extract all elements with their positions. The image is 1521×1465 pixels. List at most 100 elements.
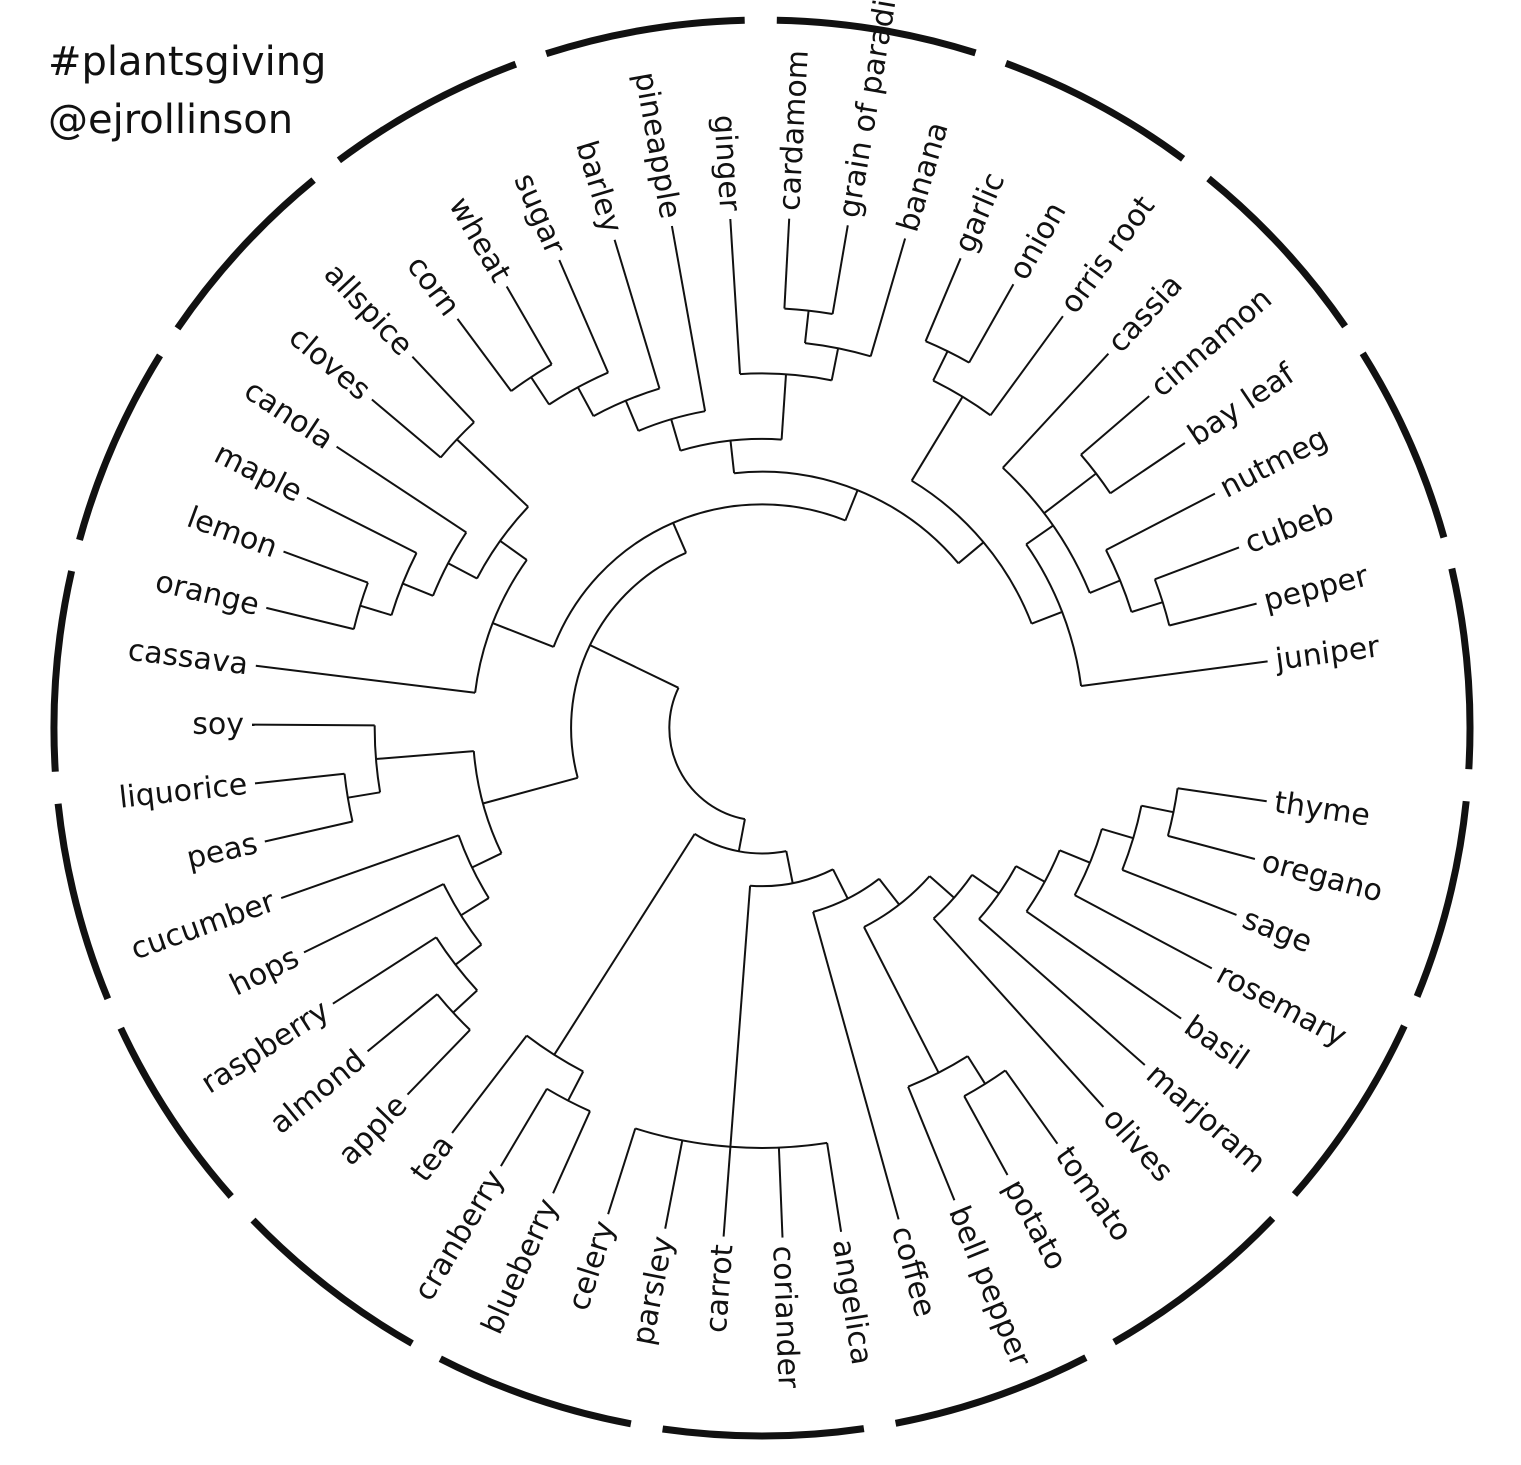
node-arc: [1153, 578, 1171, 626]
branch-segment-57: [471, 852, 502, 869]
branch-segment-76: [722, 1146, 732, 1237]
tip-label-cassava: cassava: [126, 633, 250, 682]
node-arc: [925, 340, 970, 364]
tip-label-maple: maple: [209, 436, 308, 509]
node-arc: [932, 379, 992, 417]
branch-segment-96: [1121, 868, 1237, 916]
node-arc: [352, 582, 369, 630]
node-arc: [978, 865, 1017, 920]
branch-segment-70: [500, 1088, 548, 1167]
branch-segment-36: [505, 285, 553, 365]
ring-dash: [250, 1217, 414, 1347]
branch-segment-69: [567, 1071, 585, 1102]
branch-segment-56: [264, 820, 353, 843]
branch-segment-9: [1169, 602, 1257, 627]
branch-segment-53: [251, 723, 375, 727]
branch-segment-25: [804, 310, 810, 344]
branch-segment-21: [729, 440, 736, 474]
branch-segment-46: [306, 496, 417, 554]
tip-label-soy: soy: [192, 707, 244, 742]
branch-segment-73: [729, 885, 752, 1147]
dashed-outer-ring: [50, 16, 1474, 1440]
branch-segment-17: [989, 315, 1064, 416]
branch-segment-40: [456, 438, 529, 508]
branch-segment-14: [1080, 395, 1150, 456]
branch-segment-89: [971, 873, 1000, 895]
branch-segment-80: [812, 911, 900, 1220]
branch-segment-91: [1015, 865, 1046, 883]
node-arc: [911, 479, 1033, 625]
tip-label-sage: sage: [1238, 902, 1317, 961]
tip-label-cloves: cloves: [282, 320, 377, 408]
branch-segment-83: [907, 1086, 956, 1201]
root-arc: [668, 687, 746, 821]
branch-segment-31: [624, 400, 640, 432]
ring-dash: [1413, 800, 1470, 998]
node-arc: [373, 725, 382, 793]
branch-segment-52: [375, 750, 474, 760]
node-arc: [472, 751, 503, 854]
branch-segment-6: [1025, 524, 1054, 546]
node-arc: [694, 833, 787, 855]
tip-label-thyme: thyme: [1272, 785, 1372, 833]
node-arc: [1121, 805, 1143, 871]
node-arc: [432, 531, 468, 597]
branch-segment-67: [553, 833, 696, 1056]
tip-label-oregano: oregano: [1258, 844, 1386, 909]
branch-segment-39: [499, 540, 528, 561]
tip-label-canola: canola: [238, 373, 340, 457]
tip-label-peas: peas: [183, 826, 261, 876]
branch-segment-29: [670, 419, 682, 451]
branch-segment-78: [826, 1142, 843, 1232]
node-arc: [932, 874, 973, 920]
node-arc: [812, 878, 880, 913]
node-arc: [476, 506, 529, 579]
tip-label-apple: apple: [331, 1088, 414, 1172]
branch-segment-0: [589, 644, 679, 689]
branch-segment-74: [607, 1128, 637, 1215]
branch-segment-86: [1004, 1069, 1059, 1145]
tip-label-orange: orange: [152, 564, 263, 623]
branch-segment-72: [785, 850, 794, 884]
branch-segment-38: [492, 622, 554, 648]
node-arc: [863, 875, 931, 928]
tip-label-onion: onion: [1002, 196, 1073, 286]
ring-dash: [545, 16, 745, 58]
node-arc: [390, 552, 418, 616]
node-arc: [907, 1055, 969, 1088]
tip-label-celery: celery: [561, 1217, 622, 1315]
node-arc: [1002, 467, 1091, 594]
branch-segment-7: [1089, 579, 1121, 594]
branch-segment-77: [777, 1147, 784, 1238]
node-arc: [457, 834, 490, 899]
tip-label-coffee: coffee: [884, 1222, 942, 1320]
branch-segment-5: [1080, 660, 1268, 687]
branch-segment-26: [831, 225, 849, 315]
ring-dash: [50, 570, 76, 772]
tip-label-cucumber: cucumber: [126, 884, 280, 967]
ring-dash: [662, 1425, 865, 1440]
node-arc: [343, 773, 354, 822]
node-arc: [634, 1127, 828, 1149]
branch-segment-24: [869, 238, 907, 357]
node-arc: [1080, 454, 1112, 494]
branch-segment-61: [454, 943, 483, 966]
ring-dash: [776, 16, 977, 57]
branch-segment-15: [1002, 353, 1110, 469]
node-arc: [526, 1034, 584, 1073]
branch-segment-16: [910, 396, 964, 482]
tip-label-parsley: parsley: [626, 1233, 681, 1348]
branch-segment-18: [932, 350, 949, 382]
tip-label-coriander: coriander: [765, 1245, 806, 1390]
tip-label-barley: barley: [568, 137, 629, 237]
tip-label-lemon: lemon: [182, 500, 282, 565]
ring-dash: [1359, 351, 1448, 539]
node-arc: [570, 551, 687, 779]
branch-segment-33: [577, 386, 595, 417]
node-arc: [680, 437, 782, 452]
ring-dash: [894, 1354, 1088, 1427]
branch-segment-97: [1141, 804, 1174, 814]
tip-label-corn: corn: [399, 249, 466, 323]
branch-segment-43: [447, 562, 478, 580]
ring-dash: [1004, 60, 1186, 162]
